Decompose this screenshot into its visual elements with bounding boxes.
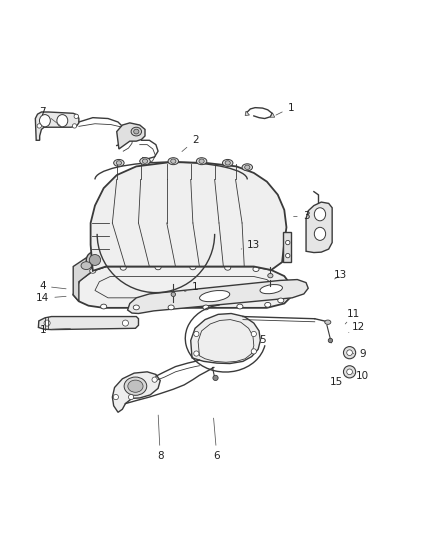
Ellipse shape: [343, 346, 356, 359]
Polygon shape: [283, 232, 291, 262]
Ellipse shape: [286, 240, 290, 245]
Ellipse shape: [190, 265, 196, 270]
Polygon shape: [39, 317, 138, 329]
Ellipse shape: [265, 302, 271, 307]
Ellipse shape: [120, 265, 126, 270]
Text: 14: 14: [36, 293, 66, 303]
Ellipse shape: [199, 159, 204, 163]
Text: 9: 9: [353, 349, 366, 359]
Ellipse shape: [213, 375, 218, 381]
Ellipse shape: [278, 298, 284, 303]
Ellipse shape: [140, 158, 150, 165]
Polygon shape: [35, 112, 79, 140]
Ellipse shape: [39, 115, 50, 127]
Ellipse shape: [194, 332, 199, 336]
Ellipse shape: [155, 265, 161, 270]
Text: 13: 13: [241, 240, 261, 250]
Text: 8: 8: [157, 415, 163, 461]
Ellipse shape: [101, 304, 107, 309]
Ellipse shape: [44, 320, 50, 326]
Ellipse shape: [116, 161, 121, 165]
Ellipse shape: [242, 164, 253, 171]
Polygon shape: [270, 113, 275, 117]
Ellipse shape: [134, 129, 139, 134]
Ellipse shape: [286, 254, 290, 258]
Ellipse shape: [168, 305, 174, 310]
Polygon shape: [191, 313, 260, 364]
Ellipse shape: [343, 366, 356, 378]
Ellipse shape: [251, 332, 256, 336]
Ellipse shape: [113, 394, 118, 400]
Polygon shape: [91, 162, 286, 271]
Ellipse shape: [253, 266, 259, 271]
Ellipse shape: [122, 320, 128, 326]
Ellipse shape: [194, 351, 199, 356]
Polygon shape: [73, 266, 291, 308]
Polygon shape: [113, 372, 160, 413]
Ellipse shape: [81, 262, 92, 270]
Polygon shape: [245, 111, 250, 116]
Text: 3: 3: [293, 212, 309, 221]
Ellipse shape: [133, 305, 139, 310]
Ellipse shape: [314, 228, 325, 240]
Text: 7: 7: [39, 107, 60, 126]
Ellipse shape: [128, 394, 134, 400]
Text: 12: 12: [349, 321, 365, 333]
Ellipse shape: [74, 114, 78, 118]
Ellipse shape: [89, 255, 101, 265]
Ellipse shape: [114, 159, 124, 166]
Polygon shape: [127, 279, 308, 313]
Ellipse shape: [128, 380, 143, 392]
Ellipse shape: [57, 115, 68, 127]
Text: 5: 5: [259, 335, 266, 345]
Ellipse shape: [225, 265, 231, 270]
Ellipse shape: [152, 377, 157, 382]
Ellipse shape: [251, 349, 256, 354]
Ellipse shape: [223, 159, 233, 166]
Text: 10: 10: [353, 371, 369, 381]
Ellipse shape: [347, 350, 353, 356]
Text: 15: 15: [330, 376, 346, 387]
Ellipse shape: [72, 124, 77, 128]
Ellipse shape: [171, 292, 176, 296]
Ellipse shape: [200, 290, 230, 302]
Ellipse shape: [260, 285, 283, 294]
Text: 11: 11: [345, 309, 360, 324]
Polygon shape: [117, 123, 145, 149]
Text: 6: 6: [213, 418, 220, 461]
Ellipse shape: [171, 159, 176, 163]
Ellipse shape: [268, 273, 273, 278]
Ellipse shape: [325, 320, 331, 325]
Ellipse shape: [203, 305, 209, 310]
Ellipse shape: [347, 369, 353, 375]
Ellipse shape: [225, 161, 230, 165]
Text: 1: 1: [184, 282, 198, 293]
Text: 1: 1: [39, 325, 71, 335]
Ellipse shape: [131, 127, 141, 136]
Text: 4: 4: [39, 281, 66, 291]
Ellipse shape: [86, 252, 104, 268]
Ellipse shape: [37, 124, 42, 128]
Ellipse shape: [328, 338, 332, 343]
Ellipse shape: [237, 304, 243, 309]
Polygon shape: [306, 202, 332, 253]
Ellipse shape: [124, 377, 147, 395]
Text: 1: 1: [276, 103, 294, 115]
Ellipse shape: [168, 158, 179, 165]
Text: 13: 13: [334, 270, 347, 280]
Polygon shape: [73, 250, 106, 301]
Text: 2: 2: [182, 135, 198, 151]
Ellipse shape: [314, 208, 325, 221]
Ellipse shape: [90, 269, 96, 273]
Ellipse shape: [245, 165, 250, 169]
Ellipse shape: [196, 158, 207, 165]
Ellipse shape: [142, 159, 148, 163]
